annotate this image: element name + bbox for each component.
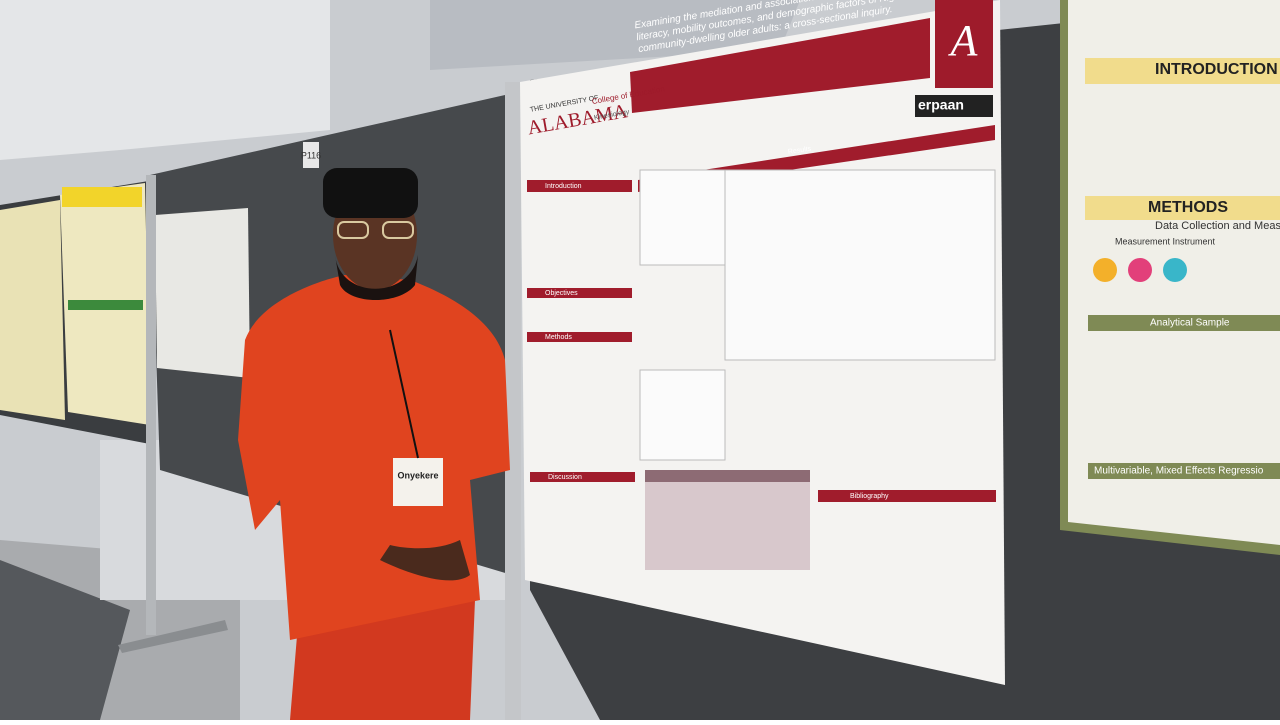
back-poster (155, 208, 250, 378)
glasses (382, 221, 414, 239)
section-bar (527, 332, 632, 342)
subheading: Measurement Instrument (1115, 236, 1216, 246)
section-heading: INTRODUCTION (1155, 61, 1278, 78)
right-poster: INTRODUCTION METHODS Data Collection and… (1060, 0, 1280, 555)
results-table (645, 470, 810, 570)
heading-bar (1085, 196, 1280, 220)
icon (1163, 258, 1187, 282)
badge-name: Onyekere (397, 470, 438, 480)
section-heading: Discussion (548, 474, 582, 481)
stand-foot (118, 620, 228, 653)
section-bar (527, 288, 632, 298)
section-heading: Objectives (545, 290, 578, 297)
section-heading: Bibliography (850, 493, 889, 500)
hands (380, 540, 470, 581)
section-heading: Introduction (545, 183, 582, 190)
poster-banner (62, 187, 142, 207)
heading-bar (1088, 315, 1280, 331)
board-label: P116 (301, 150, 321, 160)
stand-pole (146, 175, 156, 635)
heading-bar (1088, 463, 1280, 479)
section-heading: Results (788, 146, 813, 156)
poster-band (68, 300, 143, 310)
logo-letter: A (948, 16, 979, 65)
subheading: Multivariable, Mixed Effects Regressio (1094, 466, 1264, 477)
scatter-plot (639, 169, 726, 266)
icon (1128, 258, 1152, 282)
scatter-plot (639, 369, 726, 461)
section-heading: Methods (545, 334, 572, 341)
logo-box (935, 0, 993, 88)
cap (323, 168, 418, 218)
lanyard (389, 329, 419, 459)
table-header (645, 470, 810, 482)
section-bar (818, 490, 996, 502)
title-banner (630, 18, 930, 113)
left-poster (0, 200, 65, 420)
section-bar (527, 180, 632, 192)
section-bar (530, 472, 635, 482)
main-poster: A Results THE UNIVERSITY OF ALABAMA Coll… (520, 0, 1005, 685)
partner-logo: erpaan (918, 97, 964, 113)
section-heading: METHODS (1148, 199, 1228, 216)
heading-bar (1085, 58, 1280, 84)
carpet (0, 560, 130, 720)
logo-strip (915, 95, 993, 117)
beard (335, 255, 418, 300)
ceiling (0, 0, 330, 160)
stand-pole (505, 82, 521, 720)
subheading: Data Collection and Measure (1155, 220, 1280, 232)
subheading: Analytical Sample (1150, 318, 1230, 329)
name-badge (393, 458, 443, 506)
figure (724, 169, 996, 361)
glasses (337, 221, 369, 239)
icon (1093, 258, 1117, 282)
board-label-card (303, 142, 319, 168)
person: Onyekere (238, 168, 510, 720)
